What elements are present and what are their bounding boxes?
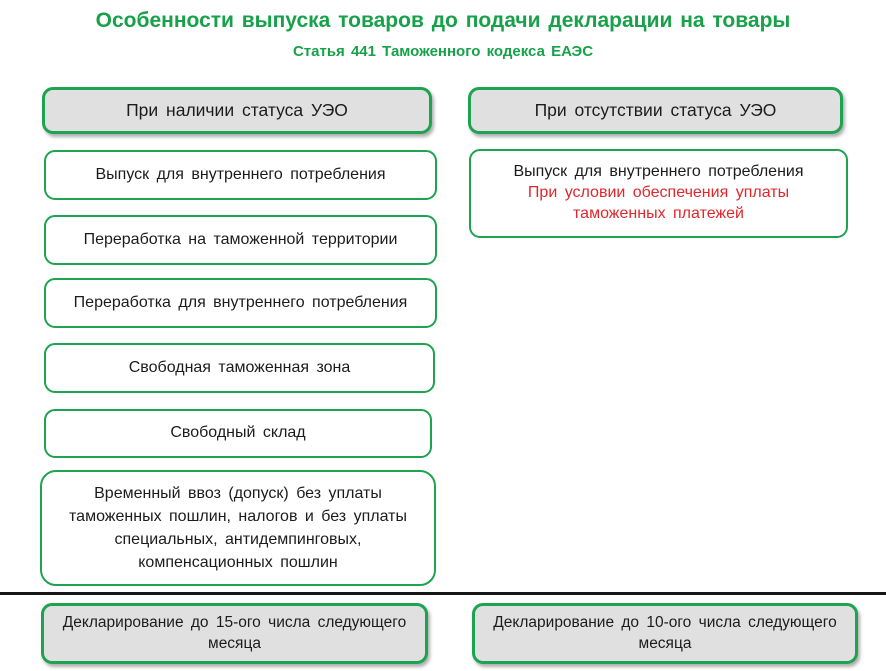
procedure-box-release-internal-consumption: Выпуск для внутреннего потребления [44,150,437,200]
release-internal-consumption-label: Выпуск для внутреннего потребления [513,163,804,181]
slide-subtitle: Статья 441 Таможенного кодекса ЕАЭС [292,43,594,60]
procedure-box-processing-internal-consumption: Переработка для внутреннего потребления [44,278,437,328]
slide-title: Особенности выпуска товаров до подачи де… [95,9,791,32]
procedure-box-temporary-import: Временный ввоз (допуск) без уплаты тамож… [40,470,436,586]
procedure-box-free-warehouse: Свободный склад [44,409,432,458]
payment-security-condition-label: При условии обеспечения уплаты таможенны… [527,184,790,222]
horizontal-divider [0,592,886,595]
footer-declaration-10th: Декларирование до 10-ого числа следующег… [472,603,858,664]
procedure-box-free-customs-zone: Свободная таможенная зона [44,343,435,393]
procedure-box-processing-customs-territory: Переработка на таможенной территории [44,215,437,265]
header-with-aeo-status: При наличии статуса УЭО [42,87,432,134]
footer-declaration-15th: Декларирование до 15-ого числа следующег… [41,603,428,664]
header-without-aeo-status: При отсутствии статуса УЭО [468,87,843,134]
procedure-box-release-with-condition: Выпуск для внутреннего потребления При у… [469,149,848,238]
